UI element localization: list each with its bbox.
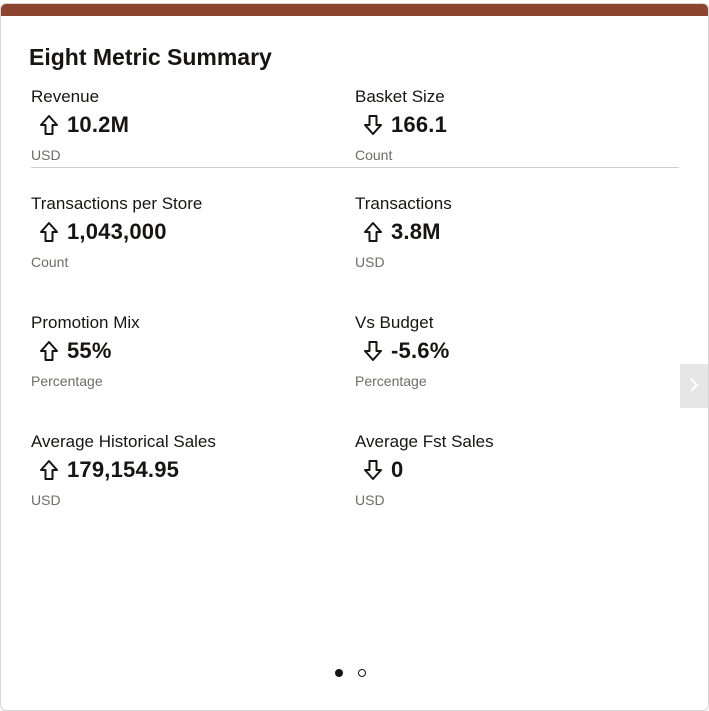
metric-unit: USD bbox=[355, 254, 385, 270]
metric-value: 55% bbox=[67, 338, 112, 363]
arrow-up-icon bbox=[39, 459, 59, 481]
metric-value: 3.8M bbox=[391, 219, 441, 244]
card-title: Eight Metric Summary bbox=[29, 44, 272, 70]
metric-revenue: Revenue 10.2M USD bbox=[31, 86, 331, 164]
chevron-right-icon bbox=[688, 376, 700, 397]
row-divider bbox=[31, 167, 679, 168]
metric-label: Transactions per Store bbox=[31, 194, 203, 213]
metric-average-historical-sales: Average Historical Sales 179,154.95 USD bbox=[31, 431, 331, 509]
metric-value: -5.6% bbox=[391, 338, 450, 363]
page-indicator bbox=[335, 669, 366, 677]
arrow-up-icon bbox=[39, 221, 59, 243]
arrow-up-icon bbox=[39, 340, 59, 362]
metric-label: Basket Size bbox=[355, 87, 445, 106]
metric-value: 166.1 bbox=[391, 112, 448, 137]
arrow-down-icon bbox=[363, 459, 383, 481]
next-page-button[interactable] bbox=[680, 364, 708, 408]
metric-label: Average Historical Sales bbox=[31, 432, 216, 451]
metric-unit: Percentage bbox=[355, 373, 427, 389]
metric-unit: USD bbox=[355, 492, 385, 508]
metric-value: 0 bbox=[391, 457, 404, 482]
arrow-up-icon bbox=[363, 221, 383, 243]
metric-summary-card: Eight Metric Summary Revenue 10.2M USD B… bbox=[0, 3, 709, 711]
page-dot-1[interactable] bbox=[335, 669, 343, 677]
metric-unit: Count bbox=[355, 147, 393, 163]
page-dot-2[interactable] bbox=[358, 669, 366, 677]
metric-unit: USD bbox=[31, 492, 61, 508]
metric-label: Promotion Mix bbox=[31, 313, 140, 332]
metric-average-fst-sales: Average Fst Sales 0 USD bbox=[355, 431, 655, 509]
metric-value: 179,154.95 bbox=[67, 457, 180, 482]
arrow-down-icon bbox=[363, 340, 383, 362]
arrow-down-icon bbox=[363, 114, 383, 136]
metric-promotion-mix: Promotion Mix 55% Percentage bbox=[31, 312, 331, 390]
metric-label: Vs Budget bbox=[355, 313, 434, 332]
metric-value: 1,043,000 bbox=[67, 219, 167, 244]
metric-transactions-per-store: Transactions per Store 1,043,000 Count bbox=[31, 193, 331, 271]
card-accent-bar bbox=[1, 4, 708, 16]
arrow-up-icon bbox=[39, 114, 59, 136]
metric-unit: USD bbox=[31, 147, 61, 163]
metric-basket-size: Basket Size 166.1 Count bbox=[355, 86, 655, 164]
metric-label: Average Fst Sales bbox=[355, 432, 494, 451]
metric-unit: Percentage bbox=[31, 373, 103, 389]
metric-value: 10.2M bbox=[67, 112, 130, 137]
metric-label: Transactions bbox=[355, 194, 452, 213]
metric-transactions: Transactions 3.8M USD bbox=[355, 193, 655, 271]
metric-vs-budget: Vs Budget -5.6% Percentage bbox=[355, 312, 655, 390]
metric-label: Revenue bbox=[31, 87, 100, 106]
metric-unit: Count bbox=[31, 254, 69, 270]
